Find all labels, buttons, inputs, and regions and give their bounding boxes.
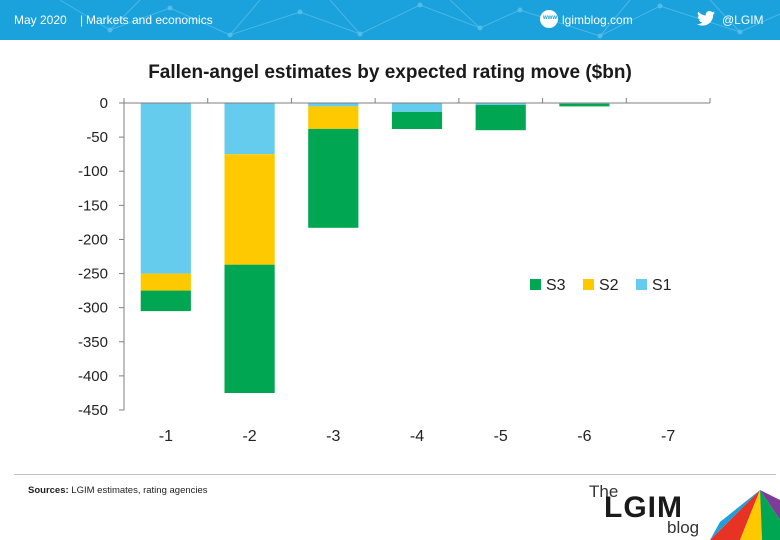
sources-text: LGIM estimates, rating agencies — [71, 485, 208, 496]
logo-the-text: The — [589, 482, 619, 501]
bar-s3-4 — [475, 105, 526, 131]
bar-s2-1 — [224, 154, 275, 265]
x-tick-label: -5 — [494, 428, 508, 445]
bar-s1-2 — [308, 103, 359, 107]
x-tick-label: -2 — [242, 428, 256, 445]
y-tick-label: -450 — [78, 402, 108, 419]
y-tick-label: 0 — [100, 95, 108, 112]
header-date: May 2020 — [14, 13, 67, 27]
logo-lgim-text: LGIM — [604, 491, 683, 524]
bar-s1-1 — [224, 103, 275, 155]
website-link[interactable]: lgimblog.com — [562, 13, 633, 27]
y-tick-label: -400 — [78, 368, 108, 385]
sources-label: Sources: — [28, 485, 69, 496]
y-tick-label: -300 — [78, 300, 108, 317]
x-tick-label: -4 — [410, 428, 424, 445]
website-icon-text: www — [543, 15, 558, 21]
header-bar: May 2020 | Markets and economics www lgi… — [0, 0, 780, 40]
y-tick-label: -150 — [78, 197, 108, 214]
bar-s3-0 — [140, 290, 191, 312]
y-tick-label: -250 — [78, 266, 108, 283]
x-tick-label: -7 — [661, 428, 675, 445]
logo-blog-text: blog — [667, 518, 700, 537]
legend-label-s2: S2 — [599, 277, 619, 294]
sources-note: Sources: LGIM estimates, rating agencies — [28, 485, 208, 496]
bar-s3-1 — [224, 264, 275, 393]
y-tick-label: -100 — [78, 163, 108, 180]
bar-s3-3 — [391, 111, 443, 129]
bar-s1-0 — [140, 103, 191, 274]
twitter-handle-link[interactable]: @LGIM — [722, 13, 764, 27]
website-icon: www — [540, 10, 558, 28]
y-tick-label: -50 — [86, 129, 108, 146]
header-separator: | — [80, 13, 84, 27]
chart-title: Fallen-angel estimates by expected ratin… — [148, 62, 632, 83]
x-tick-label: -3 — [326, 428, 340, 445]
x-tick-label: -6 — [577, 428, 591, 445]
legend-label-s1: S1 — [652, 277, 672, 294]
x-tick-label: -1 — [159, 428, 173, 445]
network-pattern — [59, 0, 780, 39]
legend-swatch-s2 — [583, 279, 594, 290]
footer-divider — [14, 474, 776, 475]
legend-swatch-s1 — [636, 279, 647, 290]
bar-s1-3 — [391, 103, 443, 112]
stacked-bar-chart: 0 -50 -100 -150 -200 -250 -300 -350 -400 -450 -1 -2… — [78, 95, 711, 445]
umbrella-logo-icon — [710, 490, 780, 540]
bar-s2-0 — [140, 273, 191, 291]
legend-swatch-s3 — [530, 279, 541, 290]
bar-s3-2 — [308, 128, 359, 228]
bar-s3-5 — [559, 103, 610, 107]
header-section-link[interactable]: Markets and economics — [86, 13, 213, 27]
y-tick-label: -200 — [78, 231, 108, 248]
legend-label-s3: S3 — [546, 277, 566, 294]
y-tick-label: -350 — [78, 334, 108, 351]
twitter-icon[interactable] — [697, 11, 715, 26]
bar-s1-4 — [475, 103, 526, 105]
bar-s2-2 — [308, 106, 359, 129]
